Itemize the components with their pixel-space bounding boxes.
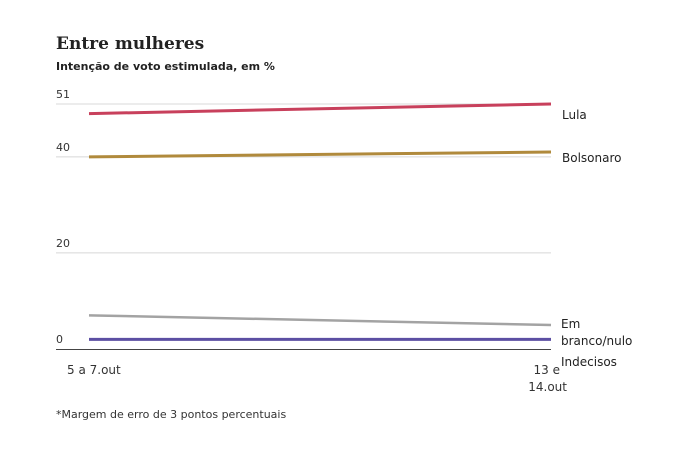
- chart-title: Entre mulheres: [56, 34, 205, 54]
- y-tick-label: 20: [56, 237, 70, 250]
- series-line-lula: [88, 102, 552, 116]
- series-line-bolsonaro: [88, 150, 552, 159]
- x-tick-label: 5 a 7.out: [67, 363, 121, 377]
- y-tick-label: 51: [56, 88, 70, 101]
- y-tick-label: 40: [56, 141, 70, 154]
- y-tick-label: 0: [56, 333, 63, 346]
- series-line-em-branco-nulo: [88, 314, 552, 327]
- x-tick-label: 13 e 14.out: [528, 363, 567, 394]
- series-label: Lula: [562, 108, 587, 122]
- chart-footnote: *Margem de erro de 3 pontos percentuais: [56, 408, 287, 421]
- chart-subtitle: Intenção de voto estimulada, em %: [56, 60, 275, 73]
- series-label: Bolsonaro: [562, 151, 621, 165]
- series-label: Indecisos: [561, 355, 617, 369]
- series-label: Em branco/nulo: [561, 317, 632, 348]
